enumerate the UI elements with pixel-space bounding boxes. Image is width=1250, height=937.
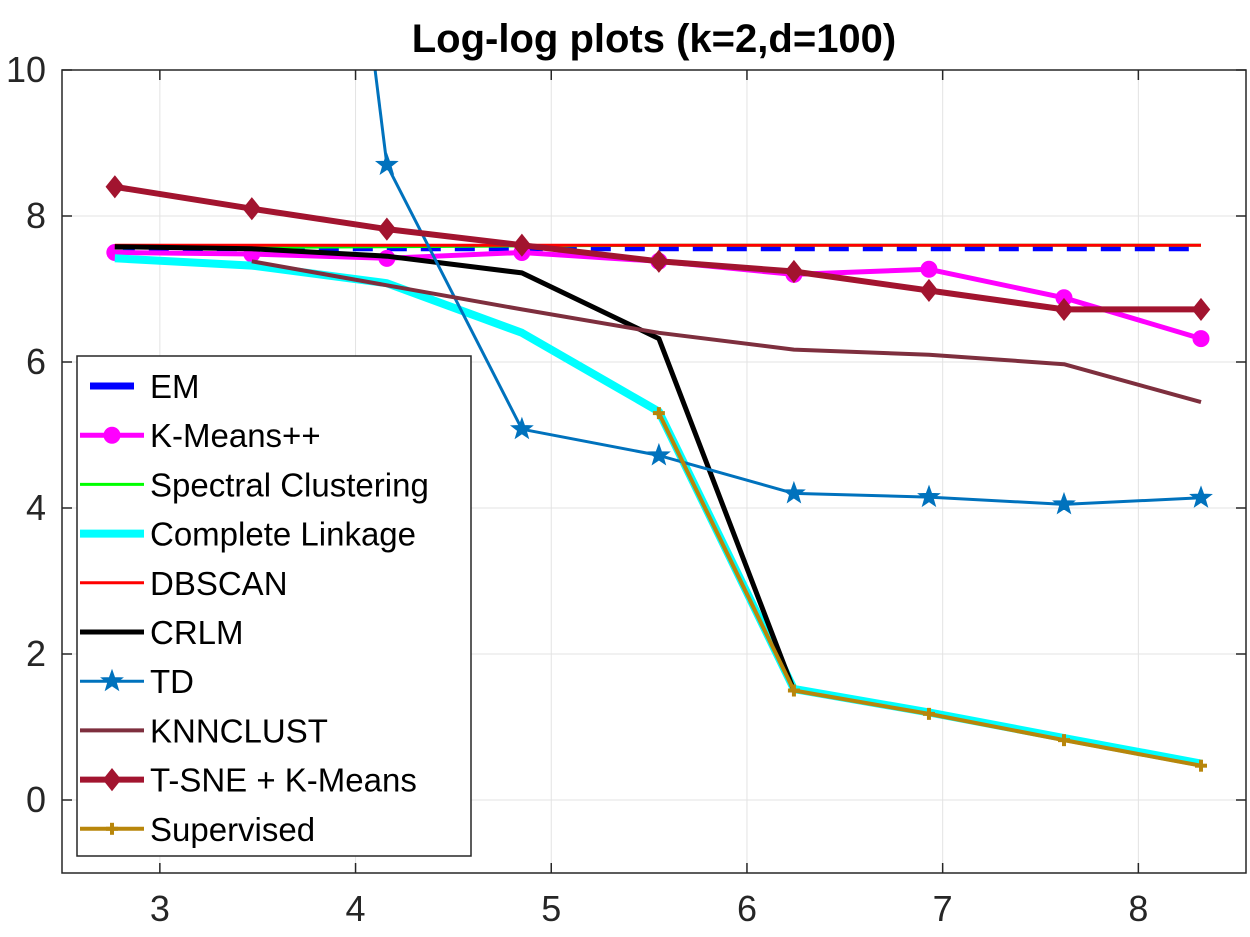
data-point-star (646, 442, 671, 466)
legend-item: EM (90, 368, 200, 405)
data-point-circle (103, 426, 121, 444)
data-point-diamond (919, 278, 939, 303)
y-tick-label: 4 (26, 487, 46, 528)
data-point-diamond (377, 217, 397, 241)
legend-label: TD (150, 663, 194, 700)
y-tick-label: 0 (26, 779, 46, 820)
legend-item: KNNCLUST (80, 712, 328, 749)
legend-label: T-SNE + K-Means (150, 762, 417, 799)
series-knnclust (251, 259, 1202, 405)
series-line (373, 70, 389, 166)
y-tick-label: 6 (26, 341, 46, 382)
series-supervised (652, 407, 1207, 772)
x-tick-label: 6 (737, 888, 757, 929)
legend-label: K-Means++ (150, 417, 321, 454)
legend-label: KNNCLUST (150, 712, 328, 749)
y-tick-label: 8 (26, 195, 46, 236)
data-point-diamond (649, 249, 669, 273)
data-point-diamond (1191, 297, 1211, 322)
legend-item: T-SNE + K-Means (80, 762, 417, 799)
data-point-star (917, 484, 941, 508)
legend-item: TD (80, 663, 194, 700)
legend-item: K-Means++ (80, 417, 321, 454)
series-line (251, 259, 1202, 405)
legend-label: Spectral Clustering (150, 466, 429, 503)
data-point-star (100, 668, 124, 692)
data-point-circle (920, 260, 938, 278)
data-point-star (1052, 491, 1076, 515)
x-tick-label: 3 (150, 888, 170, 929)
y-tick-label: 2 (26, 633, 46, 674)
data-point-diamond (105, 175, 125, 199)
data-point-star (374, 152, 399, 176)
ticks: 3 4 5 6 7 8 0 2 4 6 8 10 (6, 49, 1246, 929)
legend-label: Complete Linkage (150, 516, 416, 553)
data-point-star (1189, 485, 1213, 508)
data-point-diamond (512, 233, 532, 257)
data-point-star (782, 480, 806, 504)
legend-label: Supervised (150, 811, 315, 848)
x-tick-label: 5 (541, 888, 561, 929)
legend-item: Spectral Clustering (80, 466, 429, 503)
data-point-diamond (242, 197, 262, 221)
series-t-sne-k-means (105, 175, 1211, 322)
legend-label: DBSCAN (150, 565, 288, 602)
legend-item: DBSCAN (80, 565, 288, 602)
legend-label: EM (150, 368, 200, 405)
chart-title: Log-log plots (k=2,d=100) (412, 17, 897, 61)
legend-label: CRLM (150, 614, 244, 651)
data-point-diamond (1054, 297, 1074, 322)
data-point-diamond (784, 259, 804, 284)
x-tick-label: 7 (933, 888, 953, 929)
data-point-circle (1192, 330, 1210, 348)
series-crlm (114, 244, 797, 692)
legend-item: CRLM (80, 614, 244, 651)
legend-item: Complete Linkage (80, 516, 416, 553)
legend: EM K-Means++ Spectral Clustering Complete L… (76, 355, 472, 857)
legend-box (76, 355, 472, 857)
series-layer (105, 70, 1213, 772)
plot-frame (61, 69, 1247, 874)
series-td (373, 70, 1213, 515)
y-tick-label: 10 (6, 49, 46, 90)
x-tick-label: 8 (1128, 888, 1148, 929)
data-point-diamond (102, 767, 122, 792)
data-point-star (510, 416, 534, 440)
series-line (114, 244, 797, 692)
legend-item: Supervised (80, 811, 315, 848)
x-tick-label: 4 (346, 888, 366, 929)
